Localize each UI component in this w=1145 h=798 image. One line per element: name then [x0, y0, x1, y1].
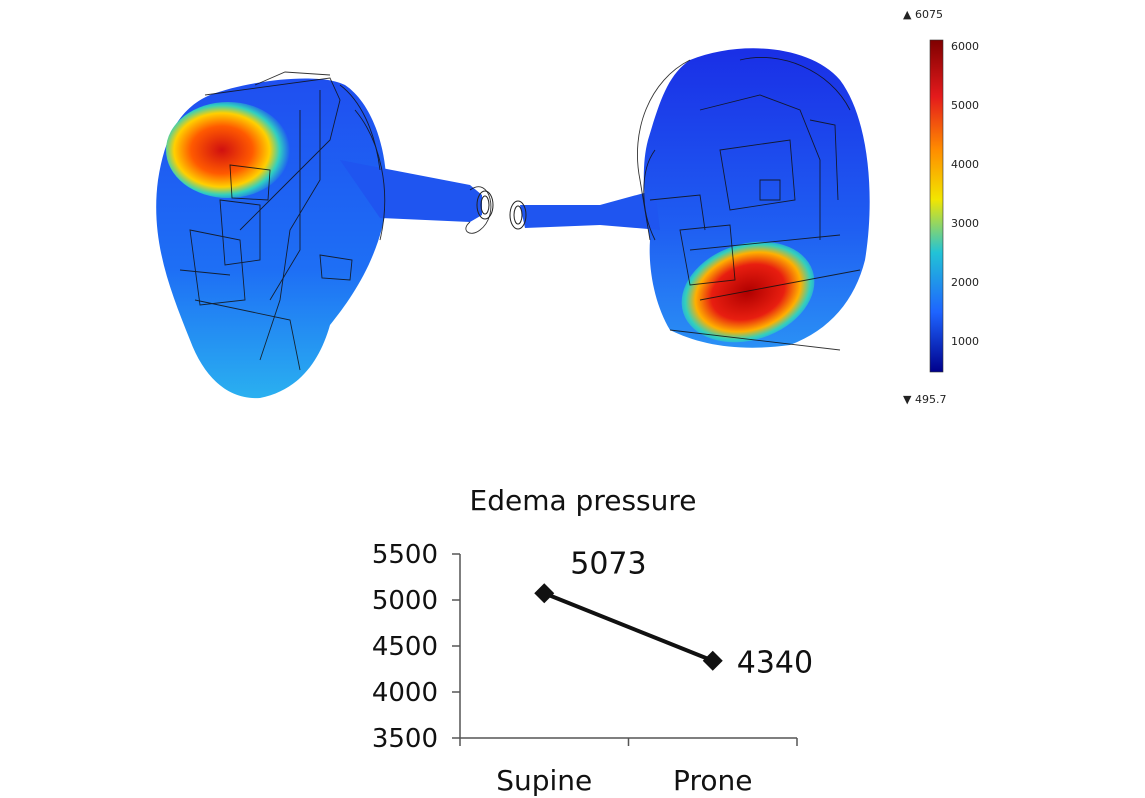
colorbar-tick-3000: 3000	[951, 217, 979, 230]
data-point-marker	[534, 583, 555, 604]
colorbar-tick-5000: 5000	[951, 99, 979, 112]
colorbar-tick-2000: 2000	[951, 276, 979, 289]
y-tick-label: 5500	[372, 540, 438, 570]
right-lung	[509, 48, 870, 351]
edema-pressure-chart: Edema pressure 3500 4000 4500 5000 5500 Supi…	[372, 484, 813, 797]
y-tick-label: 4500	[372, 632, 438, 662]
y-tick-label: 3500	[372, 724, 438, 754]
data-point-marker	[702, 650, 723, 671]
left-lung	[156, 71, 494, 399]
y-tick-label: 4000	[372, 678, 438, 708]
x-category-label: Supine	[496, 764, 592, 797]
colorbar-max-label: ▲ 6075	[903, 8, 943, 21]
data-label: 5073	[570, 546, 646, 581]
colorbar-tick-1000: 1000	[951, 335, 979, 348]
data-label: 4340	[737, 646, 813, 681]
x-category-label: Prone	[673, 764, 752, 797]
series-line	[543, 591, 714, 663]
colorbar: ▲ 6075 ▼ 495.7 6000 5000 4000 3000 2000 …	[903, 8, 979, 406]
y-tick-label: 5000	[372, 586, 438, 616]
colorbar-tick-4000: 4000	[951, 158, 979, 171]
series-layer: 5073 4340	[534, 546, 813, 681]
x-axis: Supine Prone	[459, 737, 798, 797]
lung-simulation-figure: ▲ 6075 ▼ 495.7 6000 5000 4000 3000 2000 …	[156, 8, 979, 406]
chart-title: Edema pressure	[470, 484, 697, 517]
y-axis: 3500 4000 4500 5000 5500	[372, 540, 461, 754]
colorbar-min-label: ▼ 495.7	[903, 393, 946, 406]
colorbar-tick-6000: 6000	[951, 40, 979, 53]
